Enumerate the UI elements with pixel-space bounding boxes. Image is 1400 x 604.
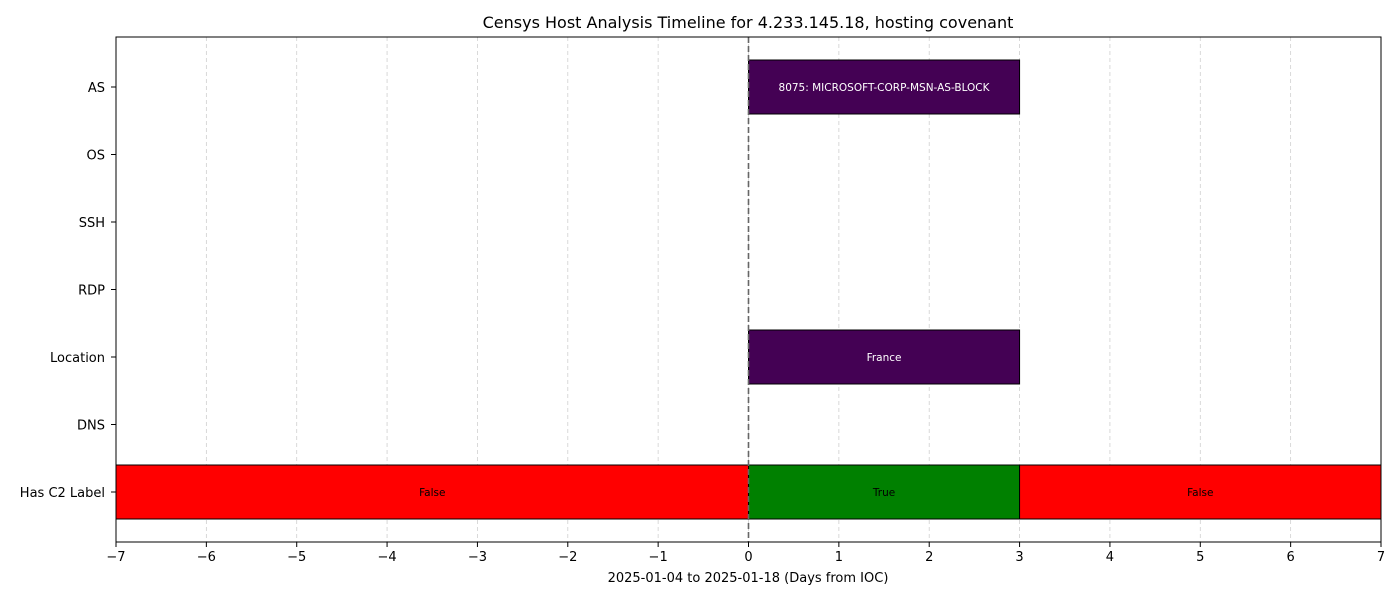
x-tick-label: 5 bbox=[1196, 550, 1204, 565]
x-tick-label: −5 bbox=[287, 550, 306, 565]
y-tick-label: RDP bbox=[78, 284, 105, 299]
x-tick-label: 7 bbox=[1377, 550, 1385, 565]
x-tick-label: 1 bbox=[835, 550, 843, 565]
bar-label: False bbox=[419, 487, 445, 499]
y-tick-label: AS bbox=[88, 81, 105, 96]
grid-lines bbox=[115, 37, 1382, 542]
y-axis: AS OS SSH RDP Location DNS Has C2 Label bbox=[20, 81, 116, 501]
bar-label: True bbox=[872, 487, 895, 499]
x-axis-label: 2025-01-04 to 2025-01-18 (Days from IOC) bbox=[608, 571, 889, 586]
y-tick-label: DNS bbox=[77, 419, 105, 434]
y-tick-label: Location bbox=[50, 351, 105, 366]
x-tick-label: 0 bbox=[744, 550, 752, 565]
x-tick-label: −4 bbox=[377, 550, 396, 565]
bar-label: 8075: MICROSOFT-CORP-MSN-AS-BLOCK bbox=[779, 82, 991, 94]
x-tick-label: −6 bbox=[197, 550, 216, 565]
y-tick-label: OS bbox=[87, 149, 105, 164]
x-tick-label: 6 bbox=[1287, 550, 1295, 565]
bar-label: False bbox=[1187, 487, 1213, 499]
x-tick-label: −3 bbox=[468, 550, 487, 565]
y-tick-label: SSH bbox=[79, 216, 105, 231]
x-tick-label: 3 bbox=[1015, 550, 1023, 565]
x-tick-label: 4 bbox=[1106, 550, 1114, 565]
timeline-bar bbox=[748, 329, 1021, 385]
chart-title: Censys Host Analysis Timeline for 4.233.… bbox=[483, 13, 1014, 32]
y-tick-label: Has C2 Label bbox=[20, 486, 105, 501]
x-axis: −7 −6 −5 −4 −3 −2 −1 0 1 2 3 4 5 6 7 bbox=[106, 542, 1385, 565]
bar-label: France bbox=[867, 352, 902, 364]
timeline-bar bbox=[1019, 464, 1382, 520]
x-tick-label: 2 bbox=[925, 550, 933, 565]
timeline-bars: 8075: MICROSOFT-CORP-MSN-AS-BLOCK France F… bbox=[115, 59, 1382, 520]
x-tick-label: −7 bbox=[106, 550, 125, 565]
x-tick-label: −1 bbox=[649, 550, 668, 565]
x-tick-label: −2 bbox=[558, 550, 577, 565]
